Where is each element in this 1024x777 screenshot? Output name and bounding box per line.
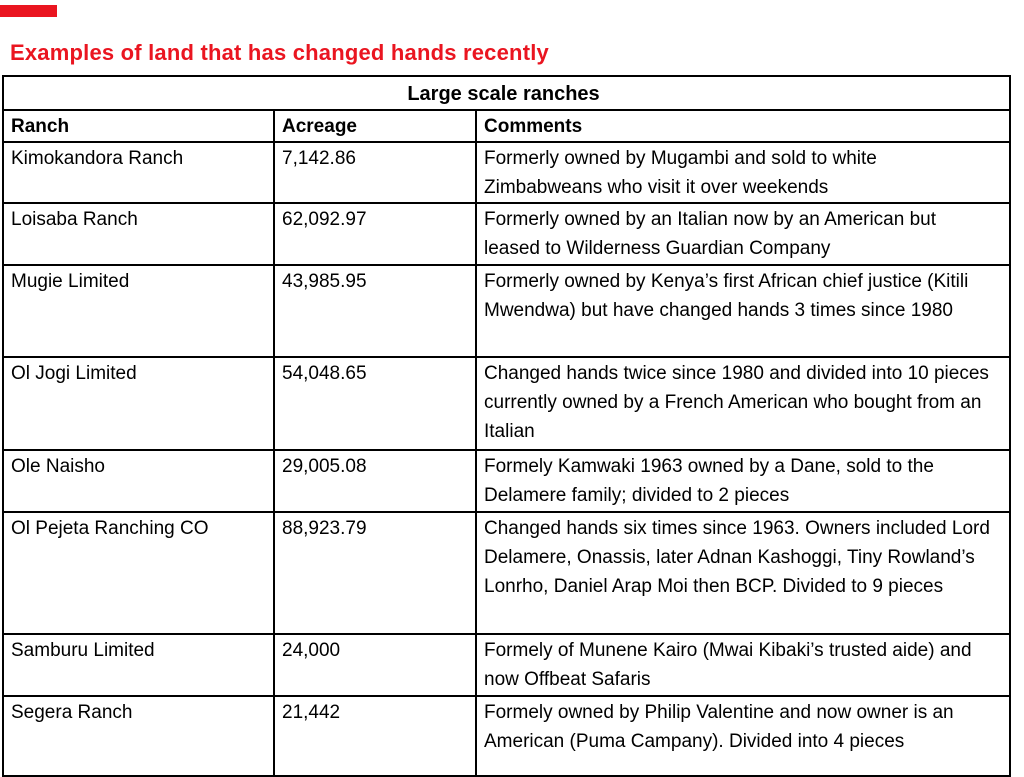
ranch-cell: Samburu Limited bbox=[2, 633, 275, 697]
acreage-cell: 54,048.65 bbox=[273, 356, 477, 451]
table-row: Loisaba Ranch 62,092.97 Formerly owned b… bbox=[2, 202, 1012, 266]
table-row: Samburu Limited 24,000 Formely of Munene… bbox=[2, 633, 1012, 697]
table-header-row: Ranch Acreage Comments bbox=[2, 109, 1012, 143]
comments-cell: Formerly owned by Mugambi and sold to wh… bbox=[474, 141, 1012, 204]
ranch-cell: Ole Naisho bbox=[2, 449, 275, 513]
comments-cell: Formerly owned by an Italian now by an A… bbox=[474, 202, 1012, 266]
column-header-comments: Comments bbox=[474, 109, 1012, 143]
comments-cell: Changed hands six times since 1963. Owne… bbox=[474, 511, 1012, 635]
table-row: Ole Naisho 29,005.08 Formely Kamwaki 196… bbox=[2, 449, 1012, 513]
table-caption-row: Large scale ranches bbox=[1, 75, 1012, 111]
ranch-cell: Ol Pejeta Ranching CO bbox=[2, 511, 275, 635]
ranch-cell: Mugie Limited bbox=[2, 264, 275, 358]
table-row: Mugie Limited 43,985.95 Formerly owned b… bbox=[2, 264, 1012, 358]
ranch-cell: Segera Ranch bbox=[2, 695, 275, 777]
acreage-cell: 24,000 bbox=[273, 633, 477, 697]
acreage-cell: 7,142.86 bbox=[273, 141, 477, 204]
acreage-cell: 21,442 bbox=[273, 695, 477, 777]
acreage-cell: 62,092.97 bbox=[273, 202, 477, 266]
column-header-acreage: Acreage bbox=[273, 109, 477, 143]
comments-cell: Formely of Munene Kairo (Mwai Kibaki’s t… bbox=[474, 633, 1012, 697]
comments-cell: Formerly owned by Kenya’s first African … bbox=[474, 264, 1012, 358]
ranch-table: Large scale ranches Ranch Acreage Commen… bbox=[1, 75, 1012, 777]
comments-cell: Formely owned by Philip Valentine and no… bbox=[474, 695, 1012, 777]
table-row: Ol Pejeta Ranching CO 88,923.79 Changed … bbox=[2, 511, 1012, 635]
table-row: Ol Jogi Limited 54,048.65 Changed hands … bbox=[2, 356, 1012, 451]
ranch-cell: Kimokandora Ranch bbox=[2, 141, 275, 204]
column-header-ranch: Ranch bbox=[2, 109, 275, 143]
acreage-cell: 88,923.79 bbox=[273, 511, 477, 635]
red-corner-mark bbox=[0, 5, 57, 17]
table-row: Segera Ranch 21,442 Formely owned by Phi… bbox=[2, 695, 1012, 777]
table-row: Kimokandora Ranch 7,142.86 Formerly owne… bbox=[2, 141, 1012, 204]
page-title: Examples of land that has changed hands … bbox=[10, 39, 549, 65]
ranch-cell: Ol Jogi Limited bbox=[2, 356, 275, 451]
ranch-cell: Loisaba Ranch bbox=[2, 202, 275, 266]
comments-cell: Formely Kamwaki 1963 owned by a Dane, so… bbox=[474, 449, 1012, 513]
comments-cell: Changed hands twice since 1980 and divid… bbox=[474, 356, 1012, 451]
acreage-cell: 43,985.95 bbox=[273, 264, 477, 358]
table-caption: Large scale ranches bbox=[1, 75, 1012, 111]
acreage-cell: 29,005.08 bbox=[273, 449, 477, 513]
